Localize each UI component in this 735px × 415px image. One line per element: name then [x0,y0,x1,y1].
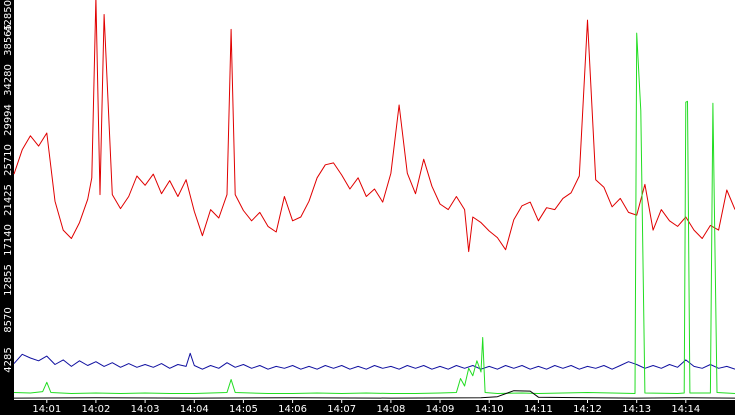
x-tick-label: 14:09 [426,404,455,415]
x-axis-strip [0,400,735,415]
y-tick-label: 4285 [3,347,14,372]
series-layer [13,0,735,399]
y-tick-label: 38565 [3,24,14,56]
y-tick-label: 42850 [3,0,14,32]
x-tick-label: 14:11 [524,404,553,415]
y-tick-label: 8570 [3,307,14,332]
x-tick-label: 14:10 [475,404,504,415]
series-line-2 [13,32,735,394]
x-tick-label: 14:12 [573,404,602,415]
x-tick-label: 14:06 [278,404,307,415]
series-line-1 [13,352,735,370]
x-tick-label: 14:04 [180,404,209,415]
x-tick-label: 14:01 [32,404,61,415]
x-tick-label: 14:03 [131,404,160,415]
y-axis-ticks: 4285 8570 12855 17140 21425 25710 29994 34280 38… [3,0,14,373]
x-tick-label: 14:07 [327,404,356,415]
y-tick-label: 12855 [3,264,14,296]
x-axis-ticks: 14:01 14:02 14:03 14:04 14:05 14:06 14:07 14:08… [32,400,700,415]
x-tick-label: 14:14 [671,404,700,415]
y-tick-label: 17140 [3,224,14,256]
y-axis-strip [0,0,14,415]
x-tick-label: 14:02 [81,404,110,415]
series-line-0 [13,0,735,253]
y-tick-label: 34280 [3,64,14,96]
y-tick-label: 25710 [3,144,14,176]
x-tick-label: 14:13 [622,404,651,415]
y-tick-label: 29994 [3,104,14,136]
y-tick-label: 21425 [3,184,14,216]
x-tick-label: 14:05 [229,404,258,415]
series-line-3 [13,390,735,399]
x-tick-label: 14:08 [376,404,405,415]
